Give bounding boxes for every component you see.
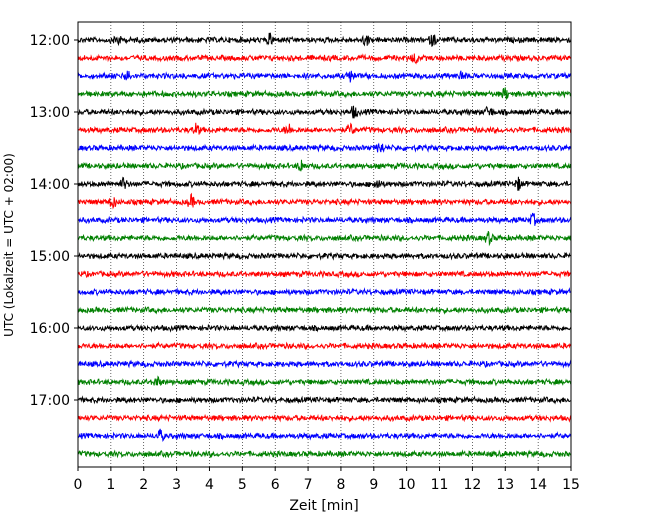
trace-1215 <box>77 53 572 65</box>
y-tick-label-1200: 12:00 <box>30 33 70 49</box>
y-tick-label-1300: 13:00 <box>30 105 70 121</box>
trace-1300 <box>77 105 572 119</box>
trace-1645 <box>77 375 572 387</box>
x-axis-ticks: 0 1 2 3 4 5 6 7 8 9 10 11 12 13 14 15 <box>74 467 580 493</box>
x-axis-label: Zeit [min] <box>289 498 358 514</box>
y-tick-label-1500: 15:00 <box>30 249 70 265</box>
trace-1430 <box>77 212 572 226</box>
x-tick-label-15: 15 <box>562 477 580 493</box>
x-tick-label-10: 10 <box>398 477 416 493</box>
y-axis-label: UTC (Lokalzeit = UTC + 02:00) <box>2 153 16 337</box>
seismic-traces <box>77 32 572 459</box>
trace-1545 <box>77 305 572 315</box>
x-tick-label-12: 12 <box>463 477 481 493</box>
x-tick-label-1: 1 <box>106 477 115 493</box>
trace-1500 <box>77 251 572 261</box>
trace-1730 <box>77 428 572 442</box>
x-tick-label-0: 0 <box>74 477 83 493</box>
x-tick-label-3: 3 <box>172 477 181 493</box>
trace-1315 <box>77 122 572 135</box>
x-tick-label-5: 5 <box>238 477 247 493</box>
x-tick-label-9: 9 <box>369 477 378 493</box>
x-tick-label-11: 11 <box>431 477 449 493</box>
trace-1400 <box>77 176 572 191</box>
trace-1745 <box>77 449 572 459</box>
trace-1630 <box>77 359 572 369</box>
trace-1200 <box>77 32 572 47</box>
y-tick-label-1400: 14:00 <box>30 177 70 193</box>
trace-1715 <box>77 413 572 423</box>
trace-1230 <box>77 70 572 83</box>
y-tick-label-1600: 16:00 <box>30 321 70 337</box>
trace-1615 <box>77 341 572 351</box>
trace-1345 <box>77 159 572 172</box>
y-tick-label-1700: 17:00 <box>30 393 70 409</box>
plot-frame <box>77 21 572 468</box>
x-tick-label-13: 13 <box>496 477 514 493</box>
trace-1530 <box>77 287 572 297</box>
x-tick-label-14: 14 <box>529 477 547 493</box>
trace-1515 <box>77 269 572 279</box>
trace-1600 <box>77 323 572 333</box>
trace-1700 <box>77 395 572 405</box>
x-tick-label-2: 2 <box>139 477 148 493</box>
x-tick-label-6: 6 <box>271 477 280 493</box>
x-tick-label-4: 4 <box>205 477 214 493</box>
grid-lines <box>110 22 539 467</box>
trace-1415 <box>77 192 572 210</box>
x-tick-label-8: 8 <box>336 477 345 493</box>
trace-1245 <box>77 87 572 100</box>
x-tick-label-7: 7 <box>304 477 313 493</box>
y-axis-ticks: 12:00 13:00 14:00 15:00 16:00 17:00 <box>30 33 78 409</box>
trace-1330 <box>77 142 572 153</box>
trace-1445 <box>77 230 572 247</box>
